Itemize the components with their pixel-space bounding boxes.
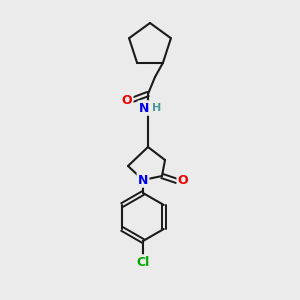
Text: O: O [122, 94, 132, 106]
Text: Cl: Cl [136, 256, 150, 268]
Text: N: N [139, 101, 149, 115]
Text: H: H [152, 103, 162, 113]
Text: N: N [138, 173, 148, 187]
Text: O: O [178, 175, 188, 188]
